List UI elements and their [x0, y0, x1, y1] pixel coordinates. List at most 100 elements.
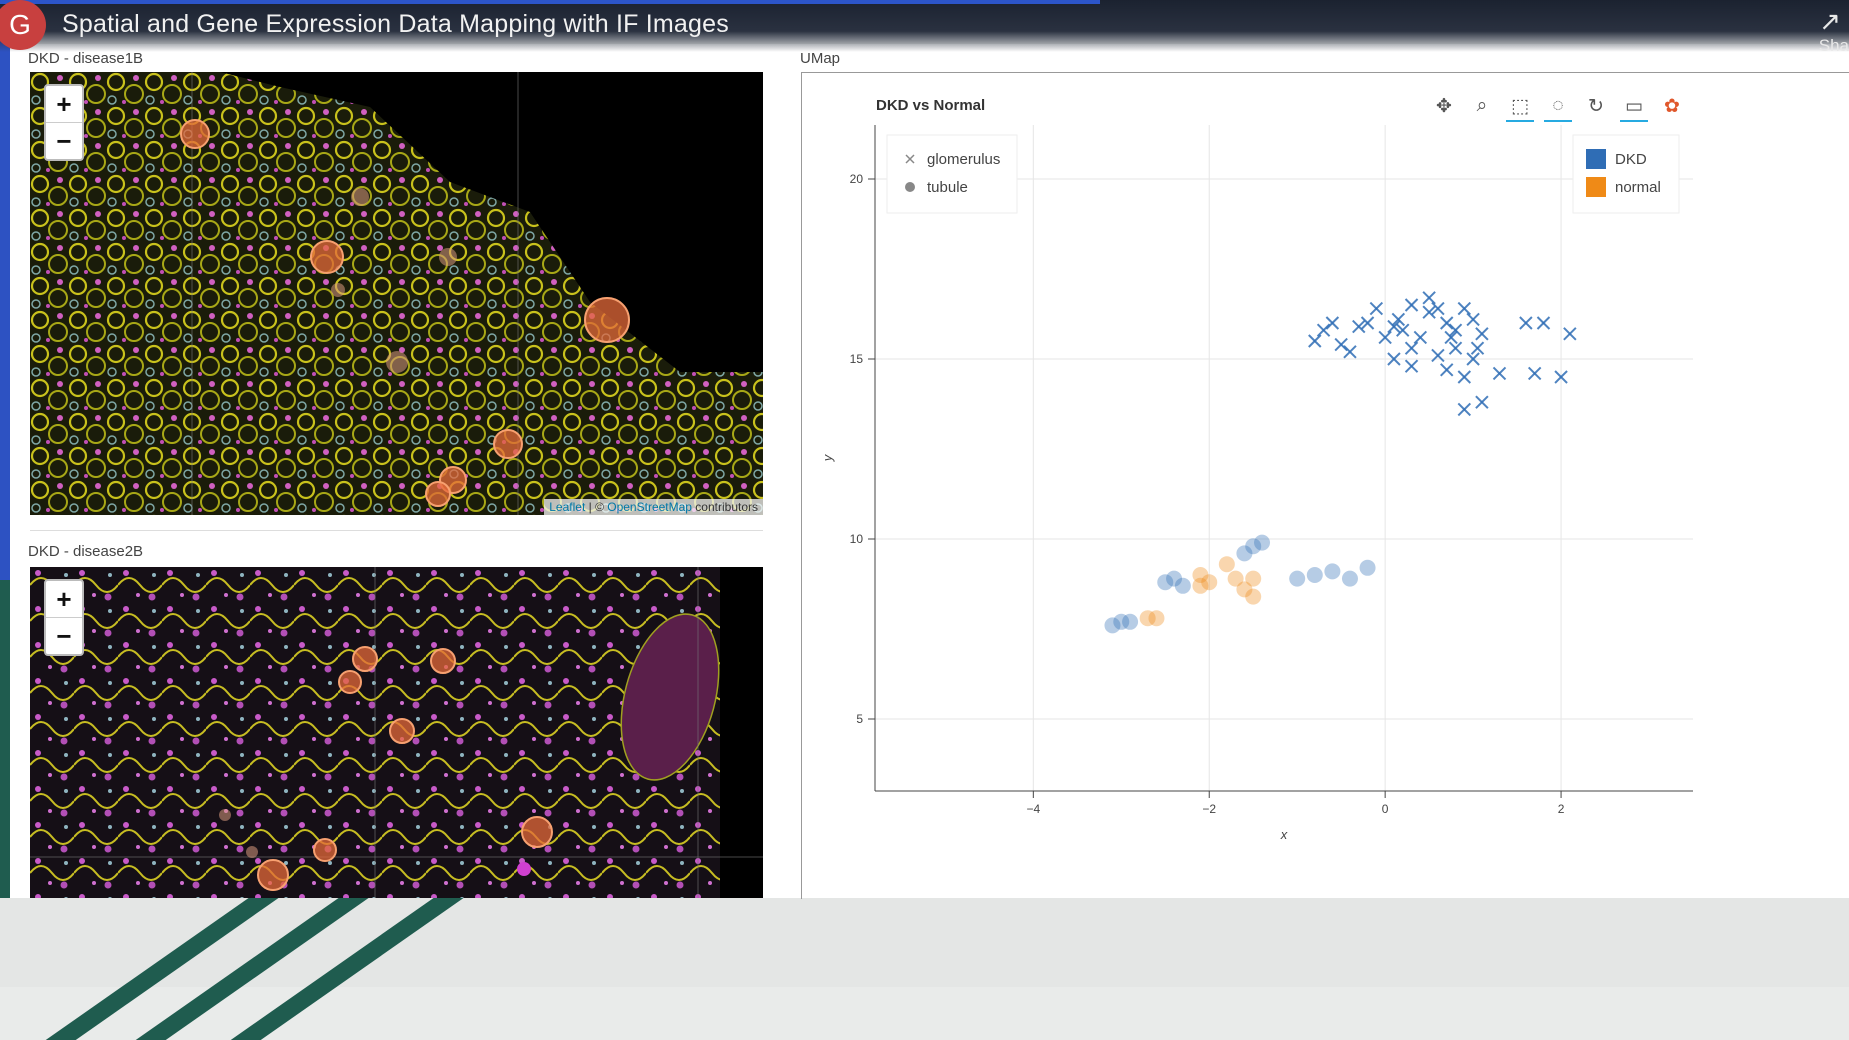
y-axis-label: y [820, 453, 835, 462]
data-point-circle [1113, 613, 1130, 630]
x-tick-label: −4 [1026, 802, 1040, 816]
share-icon[interactable]: ↗ [1819, 6, 1841, 36]
data-point-circle [1236, 545, 1253, 562]
shape-legend-box [886, 134, 1018, 214]
data-point-circle [1245, 570, 1262, 587]
data-point-circle [1218, 556, 1235, 573]
data-point-x [1466, 312, 1480, 327]
data-point-x [1387, 352, 1401, 366]
data-point-circle [1192, 567, 1209, 583]
data-point-circle [1192, 577, 1209, 594]
zoom-out-button[interactable]: − [46, 122, 82, 159]
data-point-circle [1245, 588, 1262, 605]
data-point-x [1563, 327, 1577, 341]
shape-legend: glomerulus tubule [886, 134, 1018, 214]
umap-frame [801, 72, 1849, 899]
bokeh-logo-icon[interactable]: ✿ [1664, 95, 1680, 117]
box-zoom-icon[interactable]: ⬚ [1506, 92, 1534, 122]
legend-swatch [1586, 149, 1606, 169]
if-image-1 [30, 72, 763, 515]
legend-circle-icon [905, 182, 915, 192]
reset-icon[interactable]: ↻ [1588, 95, 1604, 117]
data-point-circle [1166, 570, 1183, 587]
data-point-x [1422, 291, 1436, 305]
map-separator [30, 530, 763, 531]
data-point-x [1519, 316, 1533, 330]
data-point-circle [1341, 570, 1358, 587]
data-point-circle [1306, 567, 1323, 583]
legend-swatch [1586, 177, 1606, 197]
data-point-x [1360, 316, 1375, 330]
video-title-bar: G Spatial and Gene Expression Data Mappi… [0, 0, 1849, 55]
data-point-circle [1245, 538, 1262, 555]
data-point-circle [1122, 613, 1139, 630]
map-2[interactable]: + − [30, 567, 763, 898]
data-point-x [1431, 348, 1445, 363]
lasso-icon[interactable]: ◌ [1544, 92, 1572, 122]
data-point-x [1391, 312, 1406, 327]
data-point-circle [1254, 534, 1271, 551]
data-point-x [1431, 301, 1445, 316]
legend-label: DKD [1615, 151, 1647, 168]
channel-avatar[interactable]: G [0, 0, 46, 50]
data-point-circle [1324, 563, 1341, 580]
data-point-x [1387, 319, 1401, 334]
color-legend: DKD normal [1572, 134, 1680, 214]
map-1-label: DKD - disease1B [28, 50, 144, 67]
data-point-x [1404, 359, 1419, 373]
data-point-circle [1289, 570, 1306, 587]
wheel-zoom-icon[interactable]: ⌕ [1476, 95, 1488, 116]
attribution-suffix: contributors [691, 500, 758, 514]
x-tick-label: −2 [1202, 802, 1216, 816]
chart-title: DKD vs Normal [876, 97, 986, 114]
data-point-x [1444, 330, 1458, 345]
zoom-out-button[interactable]: − [46, 617, 82, 654]
pan-icon[interactable]: ✥ [1436, 95, 1452, 117]
data-point-circle [1236, 581, 1253, 598]
frame-left-strip [0, 0, 10, 987]
data-point-x [1457, 370, 1472, 384]
title-bar-stripe [0, 0, 1100, 4]
hover-icon[interactable]: ▭ [1620, 92, 1648, 122]
umap-section-label: UMap [800, 50, 841, 67]
map-1-zoom-control: + − [44, 84, 84, 161]
x-tick-label: 0 [1382, 802, 1389, 816]
data-point-x [1448, 323, 1463, 337]
data-point-x [1343, 345, 1357, 359]
legend-label: normal [1615, 179, 1661, 196]
data-point-x [1475, 395, 1489, 409]
data-point-x [1352, 319, 1366, 334]
data-point-x [1448, 341, 1463, 355]
legend-x-icon [905, 154, 915, 164]
zoom-in-button[interactable]: + [56, 583, 72, 614]
zoom-in-button[interactable]: + [56, 88, 72, 119]
data-point-x [1334, 337, 1348, 352]
data-point-circle [1227, 570, 1244, 587]
data-point-circle [1148, 610, 1165, 627]
data-point-x [1440, 316, 1454, 330]
data-point-x [1527, 366, 1542, 381]
data-point-x [1554, 370, 1568, 384]
umap-scatter-chart[interactable]: −4 −2 0 2 5 10 15 20 x y glomerulus tubule DKD normal [820, 115, 1700, 855]
color-legend-box [1572, 134, 1680, 214]
attribution-sep: | © [585, 500, 608, 514]
data-point-x [1404, 298, 1419, 312]
y-tick-label: 10 [850, 532, 864, 546]
data-point-x [1470, 341, 1485, 355]
data-point-circle [1201, 574, 1218, 591]
video-title[interactable]: Spatial and Gene Expression Data Mapping… [62, 10, 729, 38]
map-2-zoom-control: + − [44, 579, 84, 656]
data-point-x [1413, 330, 1428, 345]
map-1[interactable]: + − Leaflet | © OpenStreetMap contributo… [30, 72, 763, 515]
leaflet-link[interactable]: Leaflet [549, 500, 586, 514]
map-2-label: DKD - disease2B [28, 543, 144, 560]
data-point-circle [1359, 559, 1376, 576]
data-point-x [1369, 301, 1384, 316]
legend-label: tubule [927, 179, 968, 196]
map-attribution: Leaflet | © OpenStreetMap contributors [544, 499, 763, 515]
share-label[interactable]: Sha [1818, 36, 1849, 55]
data-point-x [1457, 301, 1472, 316]
data-point-x [1492, 366, 1507, 381]
y-tick-label: 5 [856, 712, 863, 726]
osm-link[interactable]: OpenStreetMap [607, 500, 692, 514]
